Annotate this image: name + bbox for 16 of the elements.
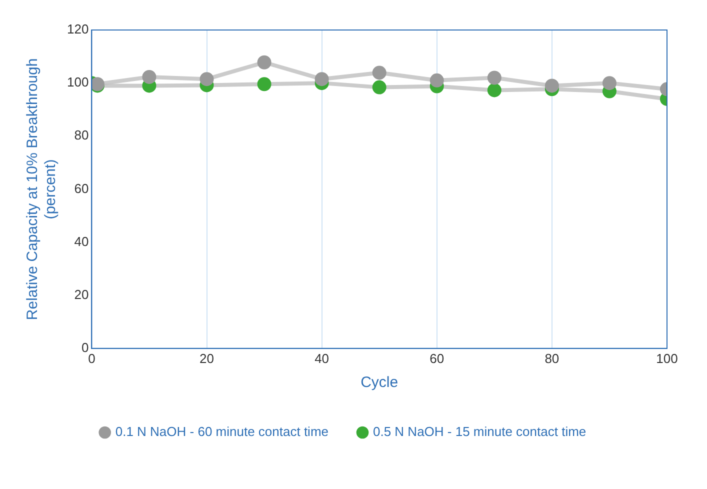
- y-tick-label: 40: [74, 234, 89, 249]
- x-tick-label: 100: [656, 350, 678, 366]
- legend-label: 0.5 N NaOH - 15 minute contact time: [373, 424, 586, 440]
- x-tick-label: 60: [430, 350, 444, 366]
- y-tick-label: 100: [66, 74, 89, 90]
- y-tick-label: 0: [81, 340, 89, 355]
- y-tick-label: 60: [74, 180, 89, 196]
- legend-label: 0.1 N NaOH - 60 minute contact time: [115, 424, 329, 440]
- x-tick-label: 80: [544, 350, 560, 366]
- y-tick-label: 20: [74, 286, 89, 302]
- y-tick-label: 80: [74, 128, 89, 143]
- x-tick-label: 40: [314, 350, 330, 366]
- y-tick-label: 120: [66, 22, 89, 37]
- x-axis-title: Cycle: [360, 374, 398, 392]
- y-axis-title: Relative Capacity at 10% Breakthrough (percent): [24, 58, 60, 320]
- x-tick-label: 20: [200, 350, 214, 366]
